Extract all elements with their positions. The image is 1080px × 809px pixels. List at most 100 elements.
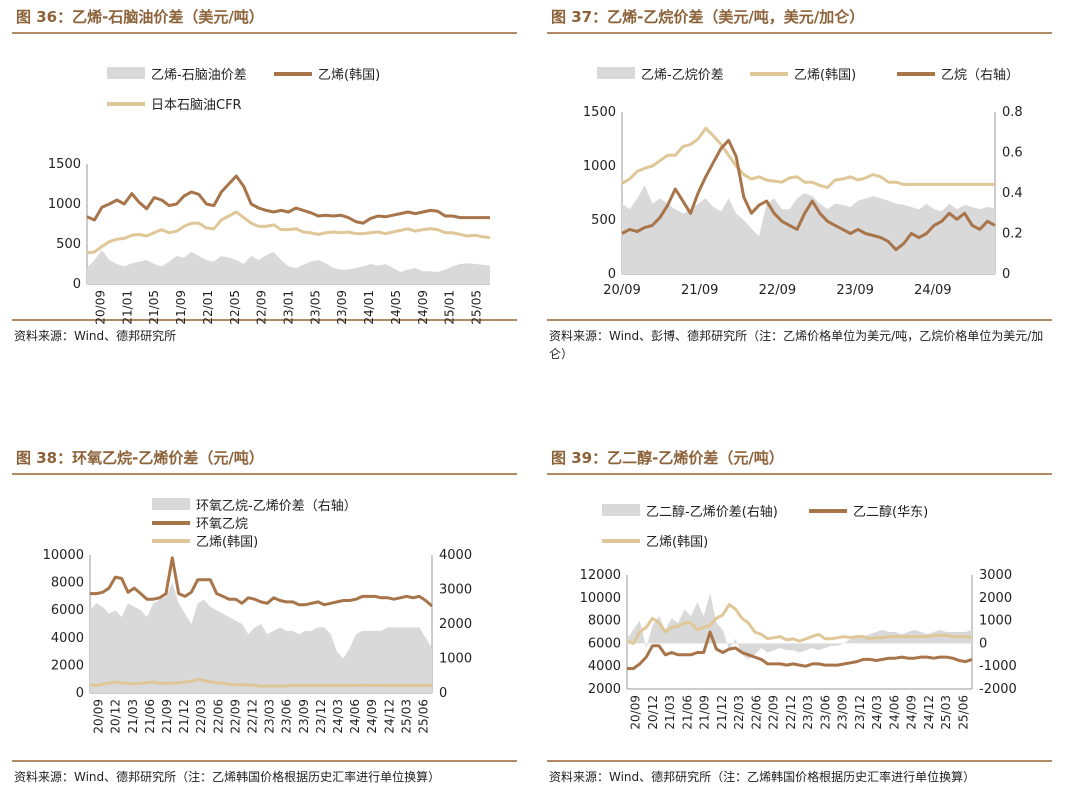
x-tick-label: 21/03 (126, 699, 140, 734)
x-tick-label: 23/09 (335, 290, 349, 325)
chart-source: 资料来源：Wind、德邦研究所（注：乙烯韩国价格根据历史汇率进行单位换算） (12, 760, 517, 786)
y2-tick-label: 3000 (439, 583, 472, 598)
x-tick-label: 21/06 (143, 699, 157, 734)
legend-label: 乙烯-石脑油价差 (151, 68, 247, 83)
x-tick-label: 24/06 (348, 699, 362, 734)
legend-swatch (107, 67, 145, 79)
x-tick-label: 25/03 (399, 699, 413, 734)
series-area-0 (90, 582, 432, 693)
y2-tick-label: 0.2 (1002, 227, 1023, 242)
chart-source: 资料来源：Wind、德邦研究所（注：乙烯韩国价格根据历史汇率进行单位换算） (547, 760, 1052, 786)
legend-item: 乙二醇(华东) (809, 504, 928, 520)
legend-label: 乙烷（右轴） (941, 68, 1019, 83)
legend-item: 乙烷（右轴） (897, 68, 1019, 83)
legend-item: 乙烯-石脑油价差 (107, 67, 247, 83)
x-tick-label: 23/03 (263, 699, 277, 734)
chart-title: 图 38：环氧乙烷-乙烯价差（元/吨） (12, 443, 517, 475)
series-line-2 (621, 138, 996, 252)
legend-swatch (597, 67, 635, 79)
legend-label: 乙二醇(华东) (853, 504, 928, 520)
x-tick-label: 24/09 (416, 290, 430, 325)
x-tick-label: 24/09 (365, 699, 379, 734)
x-tick-label: 23/12 (314, 699, 328, 734)
x-tick-label: 23/06 (280, 699, 294, 734)
y-tick-label: 2000 (51, 658, 84, 673)
legend-swatch (602, 504, 640, 516)
legend-label: 乙烯(韩国) (646, 535, 708, 550)
x-tick-label: 24/05 (389, 290, 403, 325)
x-tick-label: 21/05 (147, 290, 161, 325)
series-line-1 (86, 174, 490, 225)
chart-source: 资料来源：Wind、德邦研究所 (12, 319, 517, 345)
chart-fig39: 2000 4000 6000 8000 10000 12000 -2000 -1000 0 100… (580, 504, 1017, 730)
x-tick-label: 21/01 (120, 290, 134, 325)
series-line-1 (621, 126, 995, 190)
y-tick-label: 4000 (51, 631, 84, 646)
legend-item: 日本石脑油CFR (107, 98, 242, 113)
legend-item: 乙烯(韩国) (602, 535, 708, 550)
y-tick-label: 500 (591, 213, 616, 228)
x-tick-label: 22/03 (732, 695, 746, 730)
series-line-2 (89, 677, 432, 688)
y-tick-label: 0 (608, 267, 616, 282)
x-tick-label: 22/09 (255, 290, 269, 325)
x-tick-label: 21/12 (715, 695, 729, 730)
x-tick-label: 24/09 (914, 283, 951, 298)
x-tick-label: 23/06 (818, 695, 832, 730)
x-tick-label: 22/12 (245, 699, 259, 734)
x-tick-label: 22/01 (201, 290, 215, 325)
x-tick-label: 22/06 (749, 695, 763, 730)
x-tick-label: 25/06 (956, 695, 970, 730)
x-tick-label: 21/06 (680, 695, 694, 730)
x-tick-label: 20/12 (646, 695, 660, 730)
x-tick-label: 25/05 (470, 290, 484, 325)
x-tick-label: 20/09 (92, 699, 106, 734)
y-tick-label: 0 (73, 277, 81, 292)
y2-tick-label: 0 (439, 686, 447, 701)
x-tick-label: 22/12 (784, 695, 798, 730)
x-tick-label: 23/09 (836, 283, 873, 298)
y-tick-label: 10000 (580, 591, 621, 606)
series-line-1 (90, 556, 433, 608)
legend-item: 乙烯-乙烷价差 (597, 67, 724, 83)
panel-fig39: 图 39：乙二醇-乙烯价差（元/吨） 2000 4000 6000 8000 10000… (547, 443, 1052, 786)
y-tick-label: 8000 (51, 576, 84, 591)
y-tick-label: 0 (76, 686, 84, 701)
legend-label: 乙烯-乙烷价差 (641, 68, 724, 83)
y2-tick-label: 1000 (979, 614, 1012, 629)
x-tick-label: 21/12 (177, 699, 191, 734)
legend-label: 环氧乙烷 (196, 517, 248, 532)
y-tick-label: 500 (56, 237, 81, 252)
series-area-0 (87, 250, 490, 284)
panel-fig37: 图 37：乙烯-乙烷价差（美元/吨，美元/加仑） 0 500 1000 1500 0 0.… (547, 2, 1052, 363)
x-tick-label: 21/09 (160, 699, 174, 734)
x-tick-label: 24/12 (382, 699, 396, 734)
x-tick-label: 20/09 (629, 695, 643, 730)
y2-tick-label: 0 (1002, 267, 1010, 282)
panel-fig38: 图 38：环氧乙烷-乙烯价差（元/吨） 0 2000 4000 6000 8000 100… (12, 443, 517, 786)
series-line-2 (86, 210, 491, 255)
x-tick-label: 22/05 (228, 290, 242, 325)
legend-label: 环氧乙烷-乙烯价差（右轴） (196, 499, 357, 514)
legend-label: 乙二醇-乙烯价差(右轴) (646, 504, 778, 520)
legend-item: 环氧乙烷-乙烯价差（右轴） (152, 498, 357, 514)
y-tick-label: 10000 (43, 548, 84, 563)
y-tick-label: 6000 (51, 603, 84, 618)
x-tick-label: 22/09 (228, 699, 242, 734)
y2-tick-label: 0.6 (1002, 146, 1023, 161)
legend-item: 乙二醇-乙烯价差(右轴) (602, 504, 778, 520)
x-tick-label: 24/03 (870, 695, 884, 730)
legend-label: 乙烯(韩国) (794, 68, 856, 83)
legend-label: 日本石脑油CFR (151, 98, 242, 113)
x-tick-label: 20/09 (93, 290, 107, 325)
chart-title: 图 36：乙烯-石脑油价差（美元/吨） (12, 2, 517, 34)
y-tick-label: 8000 (588, 614, 621, 629)
legend-label: 乙烯(韩国) (318, 68, 380, 83)
legend-swatch (152, 498, 190, 510)
chart-fig36: 0 500 1000 1500 20/09 21/01 21/05 21/09 22/01 22/… (48, 67, 491, 325)
series-line-2 (626, 603, 973, 645)
y2-tick-label: -1000 (979, 659, 1017, 674)
y2-tick-label: 0.8 (1002, 105, 1023, 120)
x-tick-label: 24/01 (362, 290, 376, 325)
x-tick-label: 22/03 (194, 699, 208, 734)
